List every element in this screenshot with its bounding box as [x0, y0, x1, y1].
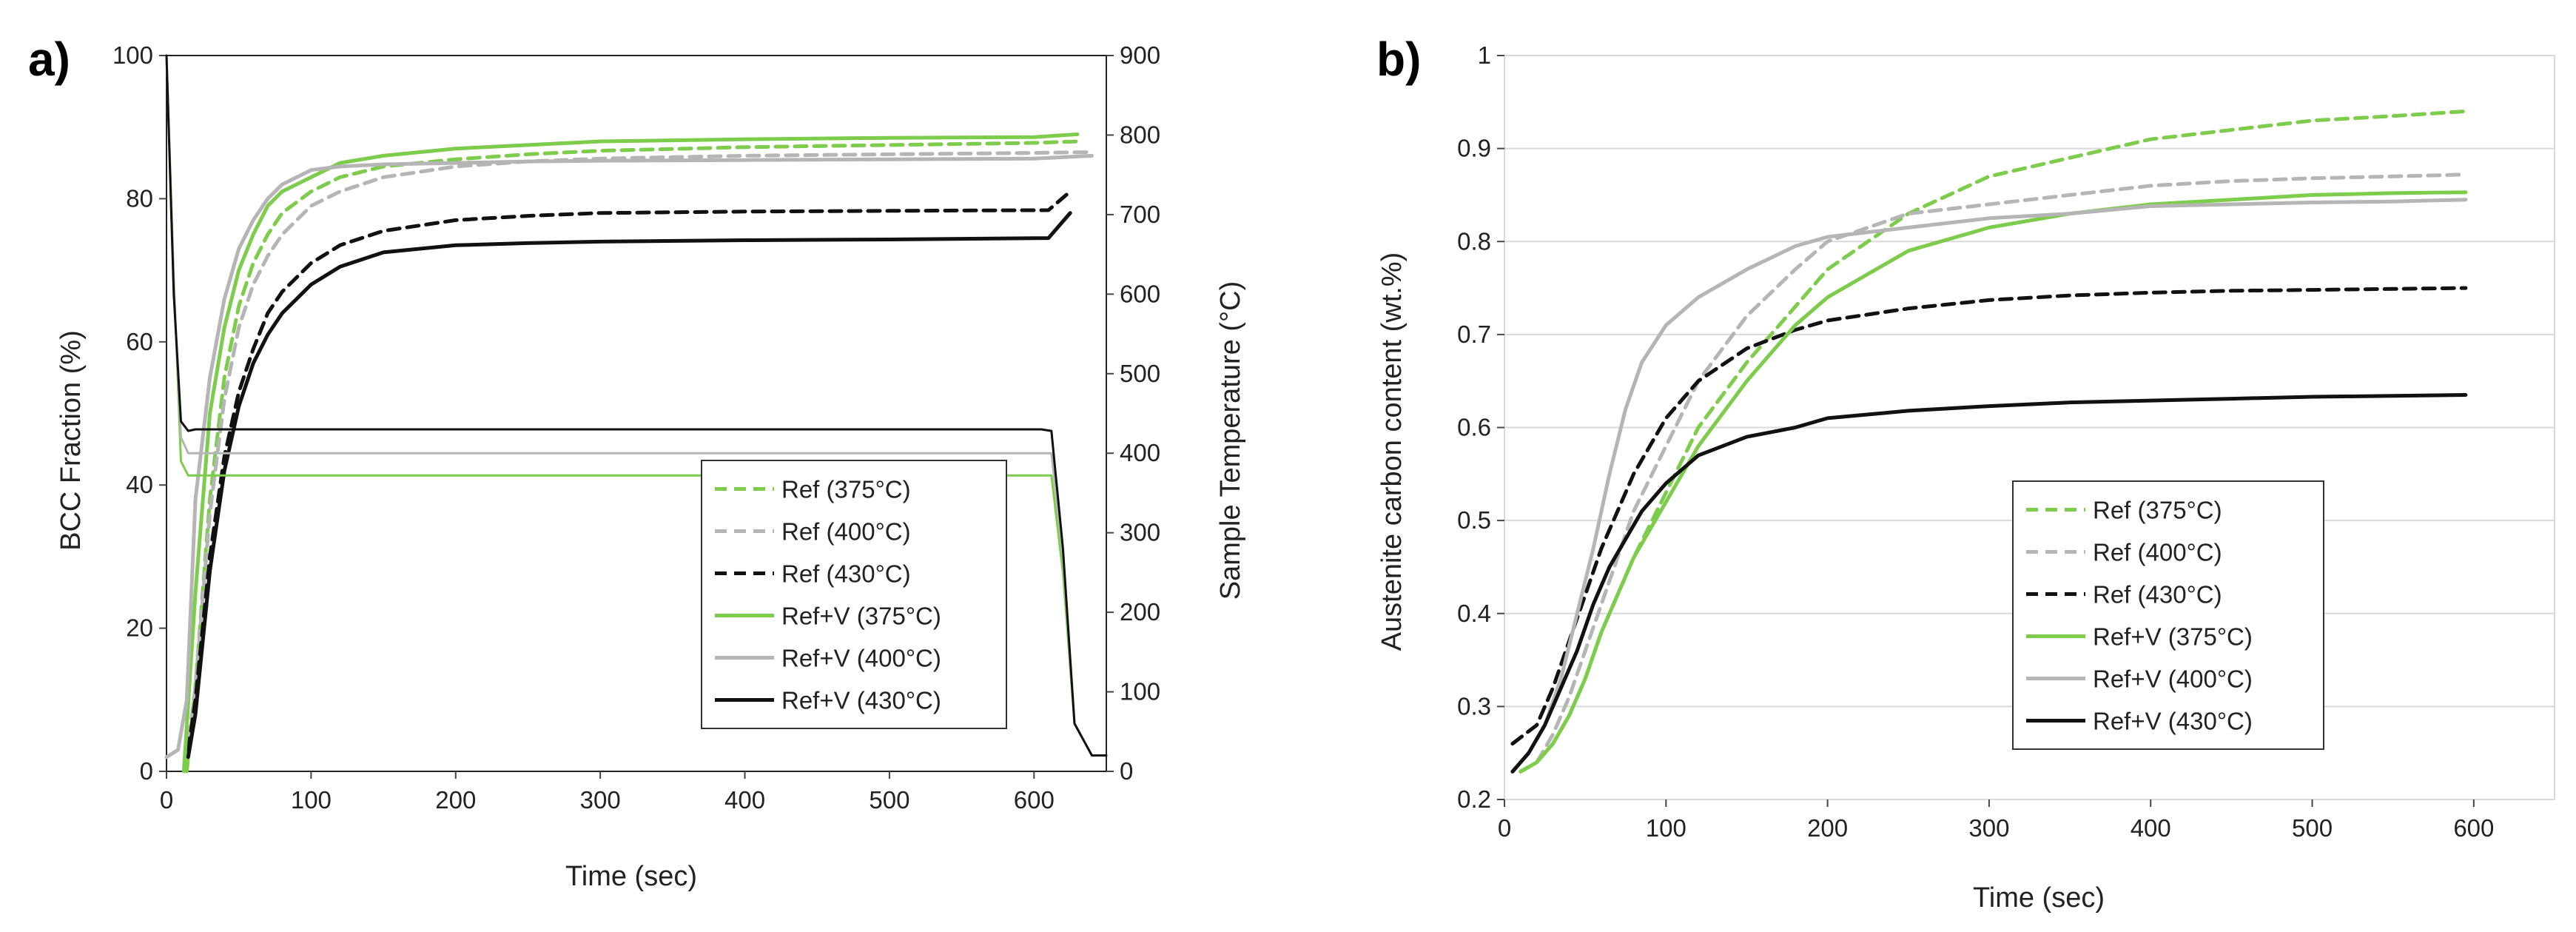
y2-tick-label-3: 300 [1120, 519, 1160, 546]
y2-tick-label-7: 700 [1120, 201, 1160, 228]
panel-b-y-axis-label: Austenite carbon content (wt.%) [1376, 252, 1408, 651]
y-tick-label-5: 0.7 [1457, 321, 1491, 348]
panel-a-x-axis-label: Time (sec) [565, 861, 697, 892]
x-tick-label-1: 100 [1646, 814, 1686, 842]
series-line-ref-430-c [186, 190, 1072, 752]
y-tick-label-6: 0.8 [1457, 227, 1491, 255]
x-tick-label-0: 0 [1498, 814, 1511, 842]
legend-label-5: Ref+V (430°C) [2093, 708, 2253, 735]
panel-a-label: a) [28, 33, 70, 86]
series-line-ref-v-375-c [1519, 190, 2468, 774]
y2-tick-label-4: 400 [1120, 439, 1160, 466]
legend-label-3: Ref+V (375°C) [781, 603, 941, 630]
legend-label-3: Ref+V (375°C) [2093, 623, 2253, 651]
x-tick-label-0: 0 [160, 786, 173, 814]
panel-a-y2-axis-label: Sample Temperature (°C) [1215, 281, 1246, 600]
y-tick-label-3: 0.5 [1457, 506, 1491, 534]
chart-panel-b: b) 0.2 0.3 0.4 0.5 0.6 0.7 0.8 0.9 1 0 100 200 300 40… [1376, 33, 2555, 913]
y-tick-label-7: 0.9 [1457, 135, 1491, 162]
panel-a-legend: Ref (375°C) Ref (400°C) Ref (430°C) Ref+V (… [701, 460, 1007, 729]
panel-b-label: b) [1376, 33, 1421, 86]
panel-a-y-axis-label: BCC Fraction (%) [56, 330, 87, 551]
series-line-ref-v-400-c [164, 153, 1094, 760]
y-tick-label-2: 40 [126, 471, 153, 498]
y-tick-label-3: 60 [126, 328, 153, 355]
x-tick-label-1: 100 [291, 786, 332, 814]
y-tick-label-1: 0.3 [1457, 692, 1491, 720]
x-tick-label-6: 600 [1014, 786, 1055, 814]
x-tick-label-5: 500 [869, 786, 909, 814]
y-tick-label-2: 0.4 [1457, 600, 1491, 627]
y2-tick-label-0: 0 [1120, 757, 1133, 785]
y-tick-label-5: 100 [112, 41, 153, 69]
legend-label-0: Ref (375°C) [2093, 497, 2222, 524]
legend-label-2: Ref (430°C) [781, 560, 911, 588]
series-line-ref-375-c [184, 139, 1080, 774]
y2-tick-label-8: 800 [1120, 121, 1160, 148]
x-tick-label-3: 300 [1968, 814, 2009, 842]
y-tick-label-0: 0 [140, 757, 153, 785]
series-line-ref-400-c [1519, 172, 2468, 774]
legend-label-4: Ref+V (400°C) [2093, 666, 2253, 693]
panel-b-x-axis-label: Time (sec) [1973, 882, 2105, 913]
legend-label-1: Ref (400°C) [2093, 539, 2222, 566]
x-tick-label-4: 400 [2131, 814, 2171, 842]
y2-tick-label-5: 500 [1120, 360, 1160, 387]
legend-label-2: Ref (430°C) [2093, 581, 2222, 609]
y2-tick-label-6: 600 [1120, 280, 1160, 307]
legend-box [2012, 480, 2324, 750]
panel-b-plot: 0.2 0.3 0.4 0.5 0.6 0.7 0.8 0.9 1 0 100 200 300 400 50… [1457, 41, 2555, 842]
legend-label-0: Ref (375°C) [781, 476, 911, 503]
series-line-ref-v-430-c [1510, 393, 2468, 774]
panel-b-legend: Ref (375°C) Ref (400°C) Ref (430°C) Ref+V (… [2012, 480, 2324, 750]
legend-box [701, 460, 1007, 729]
chart-panel-a: a) 0 20 40 60 80 100 0 100 200 300 400 500 600 700 800… [28, 33, 1246, 892]
series-line-temperature-430-c [165, 54, 1108, 757]
y-tick-label-4: 0.6 [1457, 414, 1491, 441]
series-line-ref-v-430-c [186, 211, 1072, 760]
y-tick-label-4: 80 [126, 184, 153, 212]
panel-a-plot: 0 20 40 60 80 100 0 100 200 300 400 500 600 700 800 900… [112, 41, 1160, 814]
series-line-ref-400-c [184, 150, 1094, 760]
x-tick-label-4: 400 [724, 786, 765, 814]
y2-tick-label-2: 200 [1120, 598, 1160, 626]
series-line-ref-v-400-c [1510, 198, 2468, 774]
legend-label-5: Ref+V (430°C) [781, 687, 941, 714]
y-tick-label-8: 1 [1478, 41, 1491, 69]
y2-tick-label-1: 100 [1120, 678, 1160, 705]
x-tick-label-2: 200 [1807, 814, 1848, 842]
y-tick-label-0: 0.2 [1457, 785, 1491, 813]
x-tick-label-2: 200 [435, 786, 476, 814]
x-tick-label-3: 300 [580, 786, 621, 814]
y2-tick-label-9: 900 [1120, 41, 1160, 69]
y-tick-label-1: 20 [126, 614, 153, 642]
legend-label-1: Ref (400°C) [781, 518, 911, 546]
x-tick-label-5: 500 [2292, 814, 2333, 842]
x-tick-label-6: 600 [2453, 814, 2494, 842]
legend-label-4: Ref+V (400°C) [781, 645, 941, 672]
